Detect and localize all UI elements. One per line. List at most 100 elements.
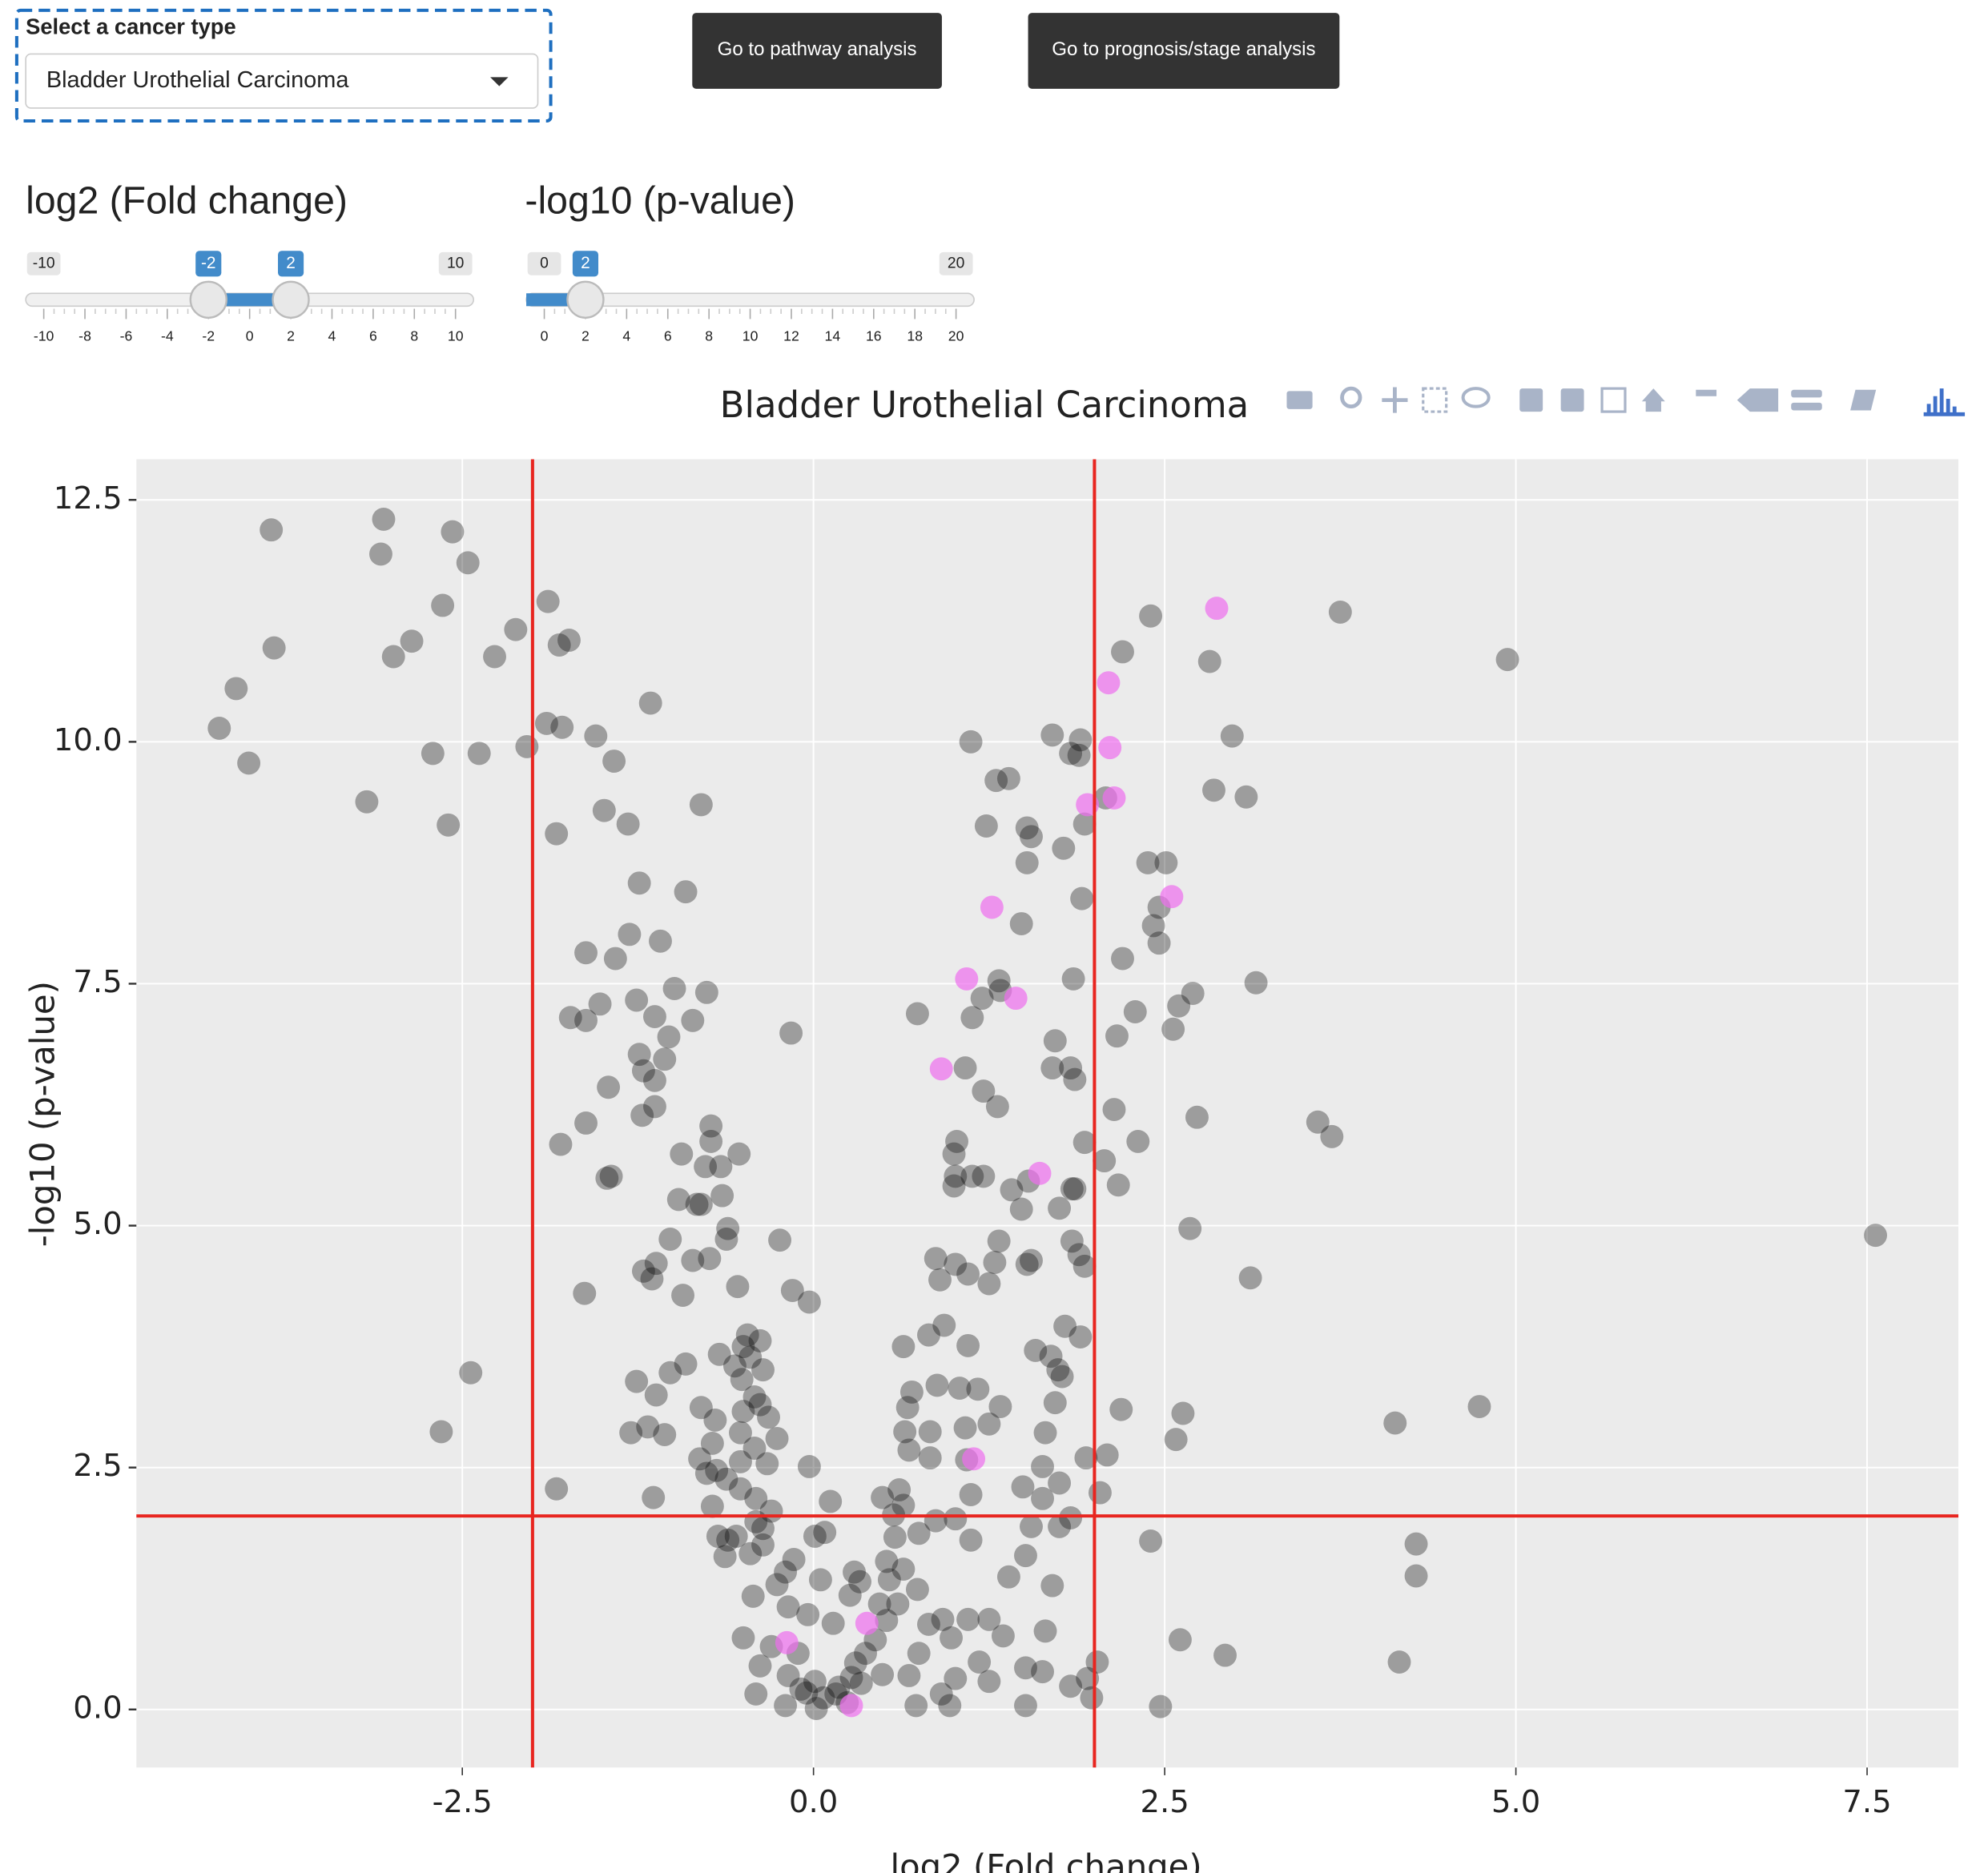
point xyxy=(875,1549,899,1574)
camera-icon[interactable] xyxy=(1286,391,1313,409)
point xyxy=(644,1252,668,1276)
select-caret[interactable] xyxy=(490,77,509,86)
hover-closest-icon[interactable] xyxy=(1736,388,1779,412)
slider-tick-label: 2 xyxy=(582,328,590,344)
point xyxy=(1033,1619,1057,1643)
hover-compare-icon[interactable] xyxy=(1791,389,1822,398)
point xyxy=(1031,1660,1054,1684)
point xyxy=(1160,885,1184,909)
zoom-out-icon[interactable] xyxy=(1560,388,1584,412)
point xyxy=(1059,1674,1083,1698)
point xyxy=(1139,1529,1163,1553)
point xyxy=(1105,1024,1129,1048)
point xyxy=(1238,1266,1262,1290)
y-tick-label: 0.0 xyxy=(73,1690,122,1726)
y-tick-label: 2.5 xyxy=(73,1448,122,1484)
point xyxy=(918,1446,942,1470)
hover-compare-icon[interactable] xyxy=(1791,402,1822,411)
point xyxy=(1136,850,1160,874)
plot-toolbar[interactable] xyxy=(1286,386,1966,416)
point xyxy=(827,1675,851,1699)
point xyxy=(803,1670,827,1694)
point xyxy=(1387,1650,1411,1674)
pathway-button-label[interactable]: Go to pathway analysis xyxy=(718,38,917,60)
plot-background xyxy=(136,459,1959,1768)
point xyxy=(631,1059,655,1083)
point xyxy=(988,1395,1012,1418)
pan-icon[interactable] xyxy=(1382,387,1408,413)
point xyxy=(1088,1481,1112,1505)
y-tick-label: 7.5 xyxy=(73,964,122,1000)
point xyxy=(956,1262,980,1286)
point xyxy=(804,1697,828,1721)
cancer-select[interactable]: Bladder Urothelial Carcinoma xyxy=(25,53,539,109)
point xyxy=(724,1525,748,1548)
slider-tick-label: 6 xyxy=(369,328,377,344)
point xyxy=(1020,1248,1043,1272)
point xyxy=(400,629,424,653)
point xyxy=(955,967,979,991)
point xyxy=(1011,1475,1035,1499)
zoom-in-icon[interactable] xyxy=(1519,388,1543,412)
y-tick-label: 5.0 xyxy=(73,1206,122,1242)
selector-label: Select a cancer type xyxy=(26,14,236,39)
point xyxy=(558,1006,582,1030)
point xyxy=(953,1056,977,1080)
point xyxy=(699,1114,723,1138)
point xyxy=(1213,1643,1237,1667)
point xyxy=(1320,1124,1344,1148)
slider-handle[interactable] xyxy=(189,280,227,319)
point xyxy=(984,769,1008,793)
point xyxy=(987,1229,1011,1253)
point xyxy=(1404,1532,1428,1556)
point xyxy=(644,1383,668,1407)
point xyxy=(948,1377,972,1401)
select-value[interactable]: Bladder Urothelial Carcinoma xyxy=(46,67,349,93)
point xyxy=(1060,1177,1084,1201)
point xyxy=(891,1335,916,1359)
point xyxy=(996,766,1020,790)
slider-tick-label: -8 xyxy=(78,328,91,344)
point xyxy=(372,507,396,531)
point xyxy=(689,793,713,817)
point xyxy=(1040,723,1064,747)
point xyxy=(775,1630,799,1654)
point xyxy=(1306,1110,1330,1134)
point xyxy=(689,1396,713,1420)
select-icon[interactable] xyxy=(1422,387,1448,413)
edit-icon[interactable] xyxy=(1850,389,1877,411)
point xyxy=(1126,1129,1150,1153)
point xyxy=(713,1545,737,1569)
select-box[interactable] xyxy=(25,53,539,109)
point xyxy=(1149,1694,1173,1718)
point xyxy=(1147,931,1171,955)
point xyxy=(782,1548,806,1571)
point xyxy=(938,1694,962,1718)
point xyxy=(1383,1411,1407,1435)
point xyxy=(1167,994,1191,1018)
point xyxy=(728,1477,752,1501)
slider-tick-label: 2 xyxy=(287,328,295,344)
point xyxy=(735,1323,759,1347)
plotly-logo[interactable] xyxy=(1923,388,1966,416)
slider-handle[interactable] xyxy=(272,280,310,319)
home-icon[interactable] xyxy=(1641,388,1665,412)
point xyxy=(1043,1391,1067,1415)
lasso-icon[interactable] xyxy=(1461,387,1491,408)
pathway-button[interactable] xyxy=(692,13,942,89)
slider-handle[interactable] xyxy=(566,280,605,319)
point xyxy=(1048,1471,1072,1495)
point xyxy=(1033,1421,1057,1445)
autoscale-icon[interactable] xyxy=(1600,387,1627,413)
point xyxy=(1009,1197,1033,1221)
point xyxy=(698,1247,722,1271)
zoom-icon[interactable] xyxy=(1340,386,1362,409)
point xyxy=(972,1164,996,1188)
prognosis-button-label[interactable]: Go to prognosis/stage analysis xyxy=(1052,38,1315,60)
slider-max-label: 20 xyxy=(948,255,964,271)
slider-value-badge xyxy=(195,251,222,277)
spike-icon[interactable] xyxy=(1696,389,1717,396)
prognosis-button[interactable] xyxy=(1028,13,1340,89)
slider-value-badge xyxy=(572,251,599,277)
